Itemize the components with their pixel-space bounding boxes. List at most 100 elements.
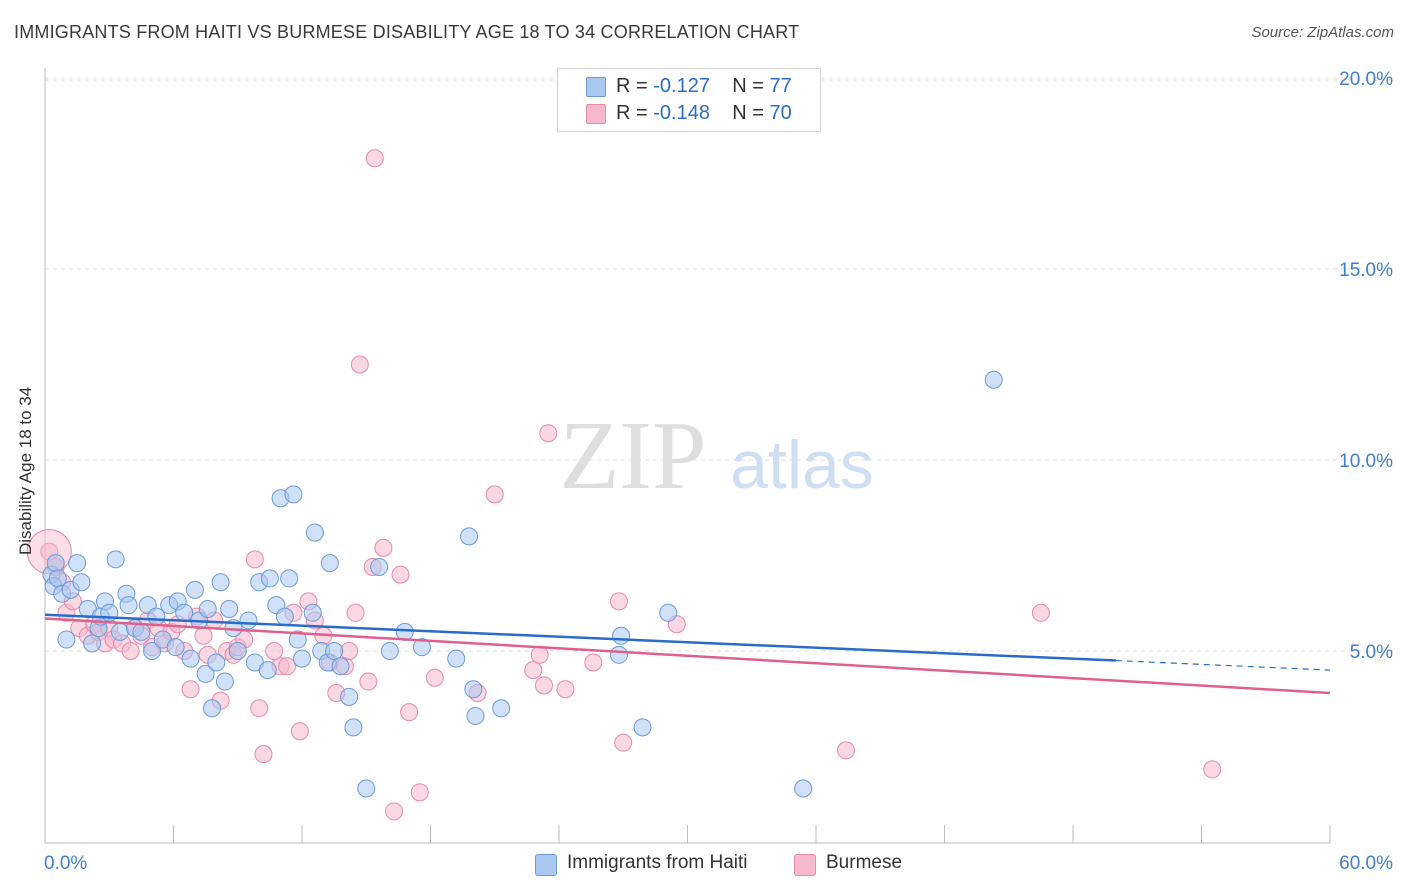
burmese-point (535, 676, 554, 695)
haiti-point (198, 599, 217, 618)
haiti-point (220, 599, 239, 618)
haiti-point (370, 557, 389, 576)
watermark: ZIP atlas (560, 402, 874, 510)
chart-title: IMMIGRANTS FROM HAITI VS BURMESE DISABIL… (14, 22, 800, 42)
source-label: Source: ZipAtlas.com (1251, 24, 1394, 41)
haiti-point (215, 672, 234, 691)
burmese-point (290, 722, 309, 741)
haiti-point (325, 642, 344, 660)
y-axis-label: Disability Age 18 to 34 (16, 386, 35, 555)
haiti-point (203, 699, 222, 718)
haiti-point (612, 626, 631, 645)
haiti-point (211, 573, 230, 592)
burmese-point (350, 355, 369, 374)
burmese-point (1031, 603, 1050, 622)
legend-r-label: R = (616, 75, 648, 97)
haiti-point (83, 634, 102, 653)
haiti-point (207, 653, 226, 672)
haiti-point (175, 603, 194, 622)
haiti-point (340, 687, 359, 706)
haiti-point (492, 699, 511, 718)
burmese-point (121, 642, 140, 660)
x-tick-label-min: 0.0% (44, 853, 87, 874)
y-tick-label: 10.0% (1339, 451, 1393, 472)
legend-burmese-r: -0.148 (653, 102, 710, 124)
haiti-point (110, 622, 129, 641)
burmese-point (365, 149, 384, 168)
bottom-legend-burmese-label: Burmese (826, 852, 903, 873)
burmese-point (836, 741, 855, 760)
burmese-point (485, 485, 504, 504)
haiti-point (447, 649, 466, 668)
haiti-point (57, 630, 76, 649)
burmese-point (400, 703, 419, 722)
trend-lines (44, 613, 1331, 695)
haiti-point (466, 706, 485, 725)
haiti-point (380, 642, 399, 660)
haiti-swatch (535, 854, 557, 876)
y-tick-label: 20.0% (1339, 69, 1393, 90)
bottom-legend-haiti-label: Immigrants from Haiti (567, 852, 748, 873)
haiti-point (303, 603, 322, 622)
burmese-point (614, 733, 633, 752)
burmese-swatch (586, 104, 606, 124)
haiti-point (293, 649, 311, 668)
haiti-point (228, 642, 247, 660)
legend-haiti-n: 77 (769, 75, 792, 97)
haiti-point (794, 779, 813, 798)
legend-n-label: N = (732, 75, 764, 97)
burmese-swatch (794, 854, 816, 876)
burmese-point (245, 550, 264, 569)
haiti-point (344, 718, 363, 737)
burmese-trend-line (44, 617, 1331, 695)
burmese-point (346, 603, 365, 622)
burmese-point (425, 668, 444, 687)
haiti-point (258, 661, 277, 680)
haiti-point (143, 642, 162, 660)
haiti-trend-extension (1115, 659, 1331, 671)
burmese-point (254, 745, 273, 764)
legend-burmese-n: 70 (769, 102, 792, 124)
burmese-point (385, 802, 404, 821)
watermark-zip: ZIP (560, 402, 707, 510)
haiti-point (609, 645, 628, 664)
axes (44, 68, 1331, 844)
y-tick-label: 15.0% (1339, 260, 1393, 281)
gridlines (45, 77, 1395, 652)
haiti-point (280, 569, 299, 588)
haiti-point (984, 370, 1003, 389)
haiti-point (331, 657, 350, 676)
haiti-swatch (586, 77, 606, 97)
haiti-point (68, 554, 87, 573)
haiti-point (275, 607, 294, 626)
burmese-point (584, 653, 603, 672)
haiti-point (633, 718, 652, 737)
burmese-point (410, 783, 429, 802)
burmese-point (539, 424, 558, 443)
haiti-point (46, 554, 65, 573)
legend-n-label: N = (732, 102, 764, 124)
haiti-point (132, 622, 151, 641)
haiti-point (185, 580, 204, 599)
x-tick-label-max: 60.0% (1339, 853, 1393, 874)
haiti-point (239, 611, 258, 630)
burmese-point (556, 680, 575, 699)
haiti-point (106, 550, 125, 569)
burmese-point (374, 538, 393, 557)
haiti-point (260, 569, 279, 588)
haiti-point (196, 664, 215, 683)
tick-labels: 5.0% 10.0% 15.0% 20.0% 0.0% 60.0% (44, 69, 1393, 874)
burmese-point (524, 661, 543, 680)
haiti-point (357, 779, 376, 798)
haiti-point (460, 527, 479, 546)
burmese-point (265, 642, 284, 660)
correlation-legend: R = -0.127 N = 77 R = -0.148 N = 70 (557, 68, 821, 132)
legend-r-label: R = (616, 102, 648, 124)
haiti-point (288, 630, 307, 649)
haiti-point (284, 485, 303, 504)
haiti-point (181, 649, 200, 668)
haiti-point (659, 603, 678, 622)
burmese-point (609, 592, 628, 611)
haiti-point (320, 554, 339, 573)
